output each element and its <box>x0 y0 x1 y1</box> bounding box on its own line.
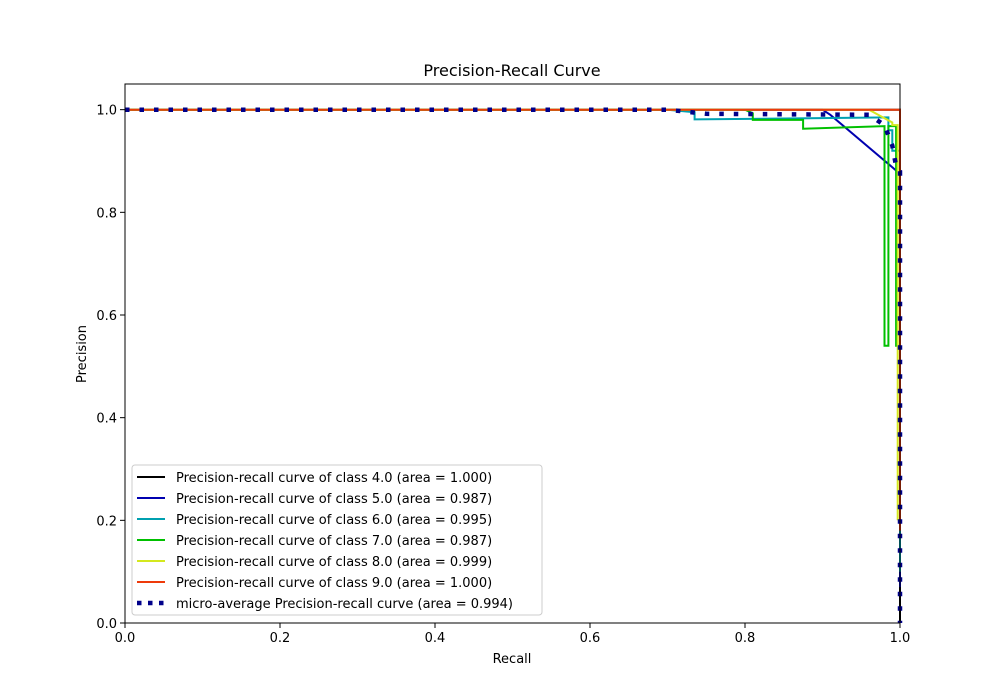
legend-label-4: Precision-recall curve of class 7.0 (are… <box>176 534 492 549</box>
x-axis-ticks: 0.0 0.2 0.4 0.6 0.8 1.0 <box>115 623 911 646</box>
x-tick-label: 1.0 <box>890 631 911 646</box>
y-tick-label: 0.6 <box>96 309 117 324</box>
y-axis-label: Precision <box>75 325 90 383</box>
y-tick-label: 0.2 <box>96 514 117 529</box>
x-tick-label: 0.0 <box>115 631 136 646</box>
y-tick-label: 0.4 <box>96 412 117 427</box>
x-tick-label: 0.8 <box>735 631 756 646</box>
y-tick-label: 0.0 <box>96 617 117 632</box>
legend-label-7: micro-average Precision-recall curve (ar… <box>176 597 513 612</box>
legend-label-1: Precision-recall curve of class 4.0 (are… <box>176 471 492 486</box>
legend: Precision-recall curve of class 4.0 (are… <box>131 464 543 616</box>
axes-frame <box>124 83 901 624</box>
x-tick-label: 0.4 <box>425 631 446 646</box>
y-tick-label: 0.8 <box>96 206 117 221</box>
legend-label-3: Precision-recall curve of class 6.0 (are… <box>176 513 492 528</box>
series-line-4 <box>125 108 901 521</box>
series-line-5 <box>125 108 899 521</box>
chart-title: Precision-Recall Curve <box>423 61 600 80</box>
x-axis-label: Recall <box>493 652 532 667</box>
x-tick-label: 0.2 <box>270 631 291 646</box>
legend-label-6: Precision-recall curve of class 9.0 (are… <box>176 576 492 591</box>
legend-label-5: Precision-recall curve of class 8.0 (are… <box>176 555 492 570</box>
legend-box <box>131 464 543 616</box>
legend-label-2: Precision-recall curve of class 5.0 (are… <box>176 492 492 507</box>
y-tick-label: 1.0 <box>96 104 117 119</box>
y-axis-ticks: 0.0 0.2 0.4 0.6 0.8 1.0 <box>96 104 125 632</box>
x-tick-label: 0.6 <box>580 631 601 646</box>
